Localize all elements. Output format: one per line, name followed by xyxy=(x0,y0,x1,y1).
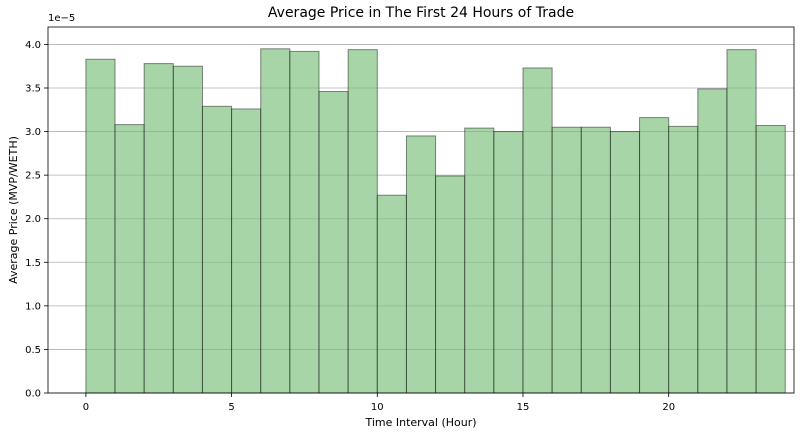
bar-hour-5 xyxy=(231,108,262,394)
bar-hour-12 xyxy=(435,175,466,394)
y-axis-label: Average Price (MVP/WETH) xyxy=(7,136,20,284)
bar-hour-7 xyxy=(289,50,320,394)
y-tick-label: 1.0 xyxy=(25,301,41,312)
bar-hour-6 xyxy=(260,48,291,394)
bar-hour-18 xyxy=(609,131,641,394)
x-axis-ticks: 0 5 10 15 20 xyxy=(83,393,675,413)
bar-hour-15 xyxy=(522,67,553,394)
y-tick-label: 1.5 xyxy=(25,258,41,269)
bar-hour-10 xyxy=(376,194,407,394)
bar-hour-1 xyxy=(114,124,145,394)
plot-area-frame xyxy=(47,26,795,394)
bar-hour-4 xyxy=(201,105,233,394)
bar-hour-22 xyxy=(726,49,757,394)
x-tick-label: 10 xyxy=(371,402,384,413)
bar-hour-16 xyxy=(551,126,582,394)
bar-hour-14 xyxy=(493,131,524,394)
bar-hour-2 xyxy=(143,63,174,394)
bar-hour-3 xyxy=(172,65,203,394)
y-tick-label: 3.0 xyxy=(25,127,41,138)
y-tick-label: 2.0 xyxy=(25,214,41,225)
bar-hour-13 xyxy=(464,127,495,394)
y-tick-label: 3.5 xyxy=(25,84,41,95)
y-tick-label: 0.0 xyxy=(25,389,41,400)
y-offset-text: 1e−5 xyxy=(48,13,75,24)
x-tick-label: 15 xyxy=(517,402,530,413)
bar-hour-20 xyxy=(668,125,699,394)
y-axis-ticks: 0.0 0.5 1.0 1.5 2.0 2.5 3.0 3.5 4.0 xyxy=(25,40,48,400)
x-axis-label: Time Interval (Hour) xyxy=(364,416,476,429)
bar-hour-8 xyxy=(318,90,349,394)
bar-hour-0 xyxy=(85,58,116,394)
bars xyxy=(85,48,786,394)
bar-hour-23 xyxy=(755,124,786,394)
bar-hour-19 xyxy=(639,117,670,394)
y-tick-label: 0.5 xyxy=(25,345,41,356)
bar-hour-9 xyxy=(347,49,378,394)
y-tick-label: 4.0 xyxy=(25,40,41,51)
bar-hour-11 xyxy=(405,135,437,394)
x-tick-label: 5 xyxy=(228,402,234,413)
y-tick-label: 2.5 xyxy=(25,171,41,182)
x-tick-label: 20 xyxy=(662,402,675,413)
bar-hour-17 xyxy=(580,126,611,394)
x-tick-label: 0 xyxy=(83,402,89,413)
chart-title: Average Price in The First 24 Hours of T… xyxy=(268,5,574,21)
bar-hour-21 xyxy=(697,88,728,394)
